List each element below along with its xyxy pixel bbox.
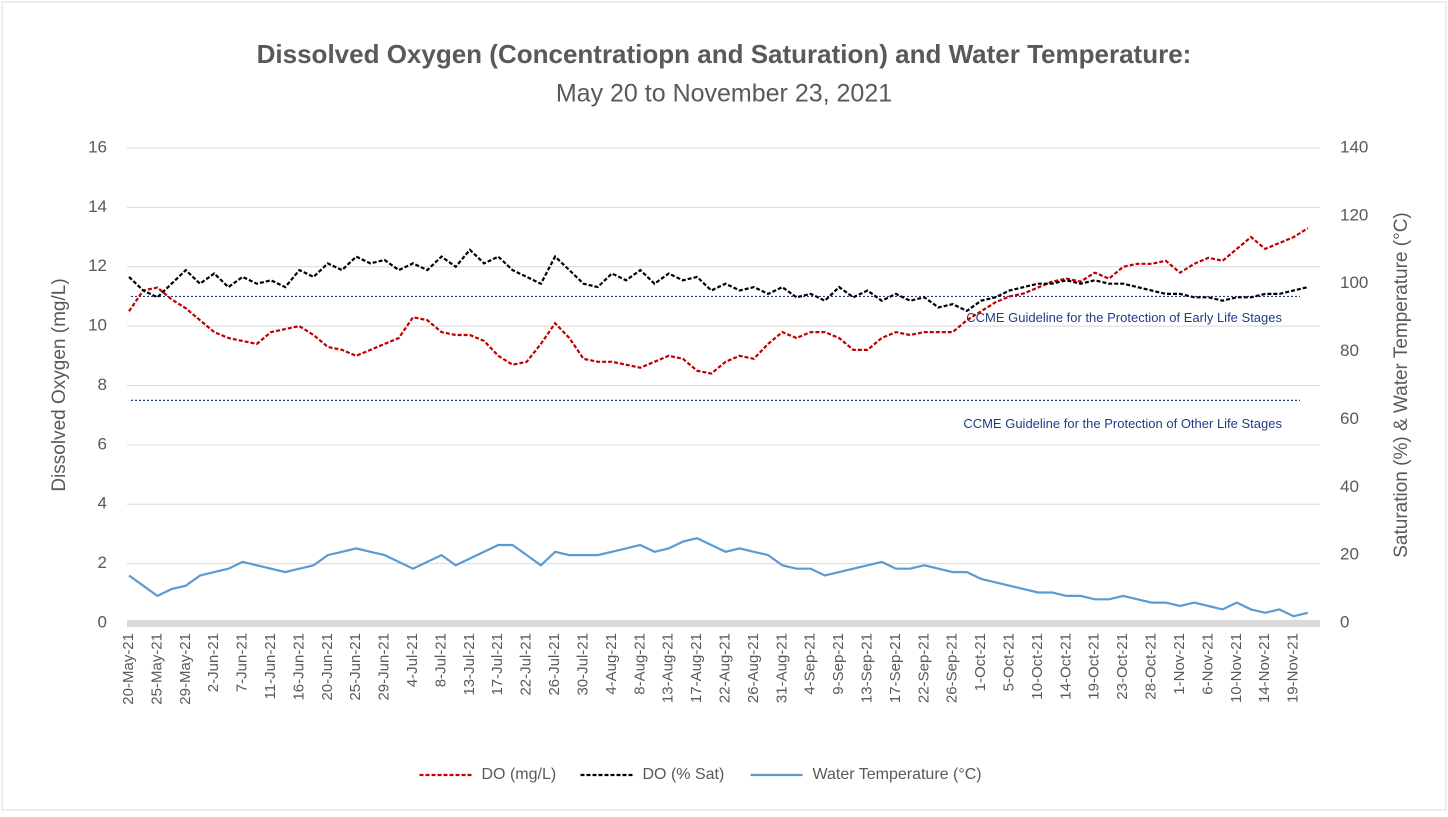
x-tick-label: 5-Oct-21: [1001, 633, 1018, 691]
y-tick-label: 8: [98, 375, 107, 394]
y-tick-label: 6: [98, 434, 107, 453]
x-tick-label: 7-Jun-21: [234, 633, 251, 692]
x-tick-label: 16-Jun-21: [290, 633, 307, 701]
x-tick-label: 14-Oct-21: [1057, 633, 1074, 700]
y-tick-label: 16: [88, 137, 107, 156]
y2-tick-label: 100: [1340, 273, 1368, 292]
y-tick-label: 0: [98, 612, 107, 631]
reference-label: CCME Guideline for the Protection of Ear…: [966, 310, 1282, 325]
x-tick-label: 8-Aug-21: [631, 633, 648, 695]
x-tick-label: 26-Sep-21: [944, 633, 961, 703]
x-tick-label: 10-Nov-21: [1228, 633, 1245, 703]
y2-tick-label: 20: [1340, 545, 1359, 564]
x-tick-label: 9-Sep-21: [830, 633, 847, 695]
y2-tick-label: 60: [1340, 409, 1359, 428]
x-tick-label: 28-Oct-21: [1143, 633, 1160, 700]
x-tick-label: 8-Jul-21: [432, 633, 449, 687]
y-tick-label: 14: [88, 197, 107, 216]
x-tick-label: 14-Nov-21: [1256, 633, 1273, 703]
x-tick-label: 23-Oct-21: [1114, 633, 1131, 700]
x-tick-label: 13-Jul-21: [461, 633, 478, 696]
x-tick-label: 22-Jul-21: [518, 633, 535, 696]
x-tick-label: 25-Jun-21: [347, 633, 364, 701]
y-tick-label: 10: [88, 316, 107, 335]
legend-label: Water Temperature (°C): [813, 766, 982, 783]
x-tick-label: 13-Aug-21: [660, 633, 677, 703]
x-tick-label: 10-Oct-21: [1029, 633, 1046, 700]
x-tick-label: 1-Nov-21: [1171, 633, 1188, 695]
x-tick-label: 26-Aug-21: [745, 633, 762, 703]
x-tick-label: 19-Nov-21: [1285, 633, 1302, 703]
chart-subtitle: May 20 to November 23, 2021: [556, 80, 892, 108]
x-tick-label: 4-Aug-21: [603, 633, 620, 695]
y2-tick-label: 80: [1340, 341, 1359, 360]
y-tick-label: 2: [98, 553, 107, 572]
y2-axis-title: Saturation (%) & Water Temperature (°C): [1391, 212, 1412, 558]
y2-tick-label: 120: [1340, 205, 1368, 224]
chart-title: Dissolved Oxygen (Concentratiopn and Sat…: [257, 39, 1192, 69]
x-tick-label: 1-Oct-21: [972, 633, 989, 691]
x-tick-label: 20-May-21: [120, 633, 137, 705]
x-tick-label: 4-Jul-21: [404, 633, 421, 687]
y2-tick-label: 140: [1340, 137, 1368, 156]
x-tick-label: 31-Aug-21: [773, 633, 790, 703]
series-line: [128, 248, 1309, 313]
x-tick-label: 2-Jun-21: [205, 633, 222, 692]
legend-label: DO (% Sat): [643, 766, 725, 783]
x-tick-label: 17-Sep-21: [887, 633, 904, 703]
x-tick-label: 20-Jun-21: [319, 633, 336, 701]
legend-label: DO (mg/L): [482, 766, 557, 783]
x-tick-label: 13-Sep-21: [858, 633, 875, 703]
series-line: [128, 227, 1309, 375]
x-tick-label: 6-Nov-21: [1199, 633, 1216, 695]
y2-tick-label: 40: [1340, 477, 1359, 496]
x-tick-label: 22-Sep-21: [915, 633, 932, 703]
x-tick-label: 26-Jul-21: [546, 633, 563, 696]
x-tick-label: 29-Jun-21: [376, 633, 393, 701]
x-tick-label: 22-Aug-21: [716, 633, 733, 703]
y-tick-label: 4: [98, 494, 107, 513]
y-tick-label: 12: [88, 256, 107, 275]
x-axis: [127, 620, 1320, 627]
x-tick-label: 11-Jun-21: [262, 633, 279, 699]
x-tick-label: 29-May-21: [177, 633, 194, 705]
x-tick-label: 17-Jul-21: [489, 633, 506, 696]
x-tick-label: 17-Aug-21: [688, 633, 705, 703]
x-tick-label: 25-May-21: [148, 633, 165, 705]
y-axis-title: Dissolved Oxygen (mg/L): [49, 278, 70, 491]
reference-label: CCME Guideline for the Protection of Oth…: [963, 416, 1282, 431]
x-tick-label: 4-Sep-21: [802, 633, 819, 695]
y2-tick-label: 0: [1340, 612, 1349, 631]
x-tick-label: 19-Oct-21: [1086, 633, 1103, 700]
series-line: [128, 537, 1309, 618]
x-tick-label: 30-Jul-21: [574, 633, 591, 696]
